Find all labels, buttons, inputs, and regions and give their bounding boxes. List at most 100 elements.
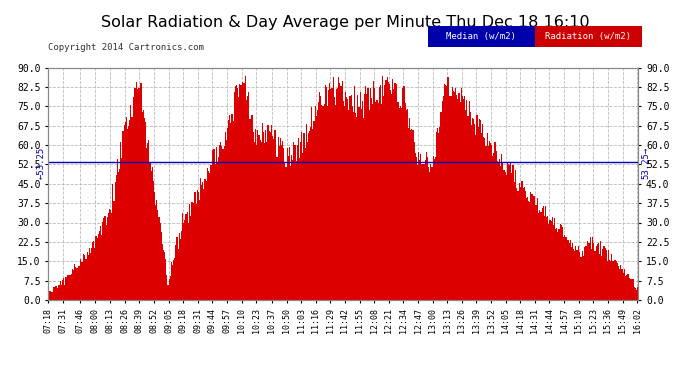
- Bar: [297, 145, 298, 300]
- Bar: [247, 96, 248, 300]
- Bar: [345, 92, 346, 300]
- Bar: [220, 142, 221, 300]
- Bar: [344, 106, 345, 300]
- Bar: [578, 246, 579, 300]
- Bar: [491, 146, 492, 300]
- Bar: [302, 153, 304, 300]
- Bar: [515, 188, 517, 300]
- Bar: [186, 212, 188, 300]
- Bar: [374, 88, 375, 300]
- Bar: [382, 76, 383, 300]
- Bar: [53, 287, 54, 300]
- Bar: [218, 157, 219, 300]
- Bar: [629, 278, 631, 300]
- Bar: [156, 200, 157, 300]
- Bar: [152, 181, 154, 300]
- Bar: [189, 204, 190, 300]
- Bar: [346, 97, 347, 300]
- Bar: [404, 103, 406, 300]
- Bar: [537, 198, 538, 300]
- Bar: [70, 275, 71, 300]
- Bar: [381, 104, 382, 300]
- Bar: [461, 87, 462, 300]
- Bar: [254, 142, 255, 300]
- Bar: [552, 217, 553, 300]
- Bar: [473, 119, 474, 300]
- Bar: [200, 178, 201, 300]
- Bar: [257, 130, 259, 300]
- Bar: [615, 261, 617, 300]
- Bar: [609, 260, 610, 300]
- Bar: [617, 263, 618, 300]
- Bar: [356, 117, 357, 300]
- Bar: [84, 255, 86, 300]
- Bar: [179, 233, 180, 300]
- Bar: [611, 254, 613, 300]
- Bar: [453, 91, 454, 300]
- Bar: [409, 118, 410, 300]
- Bar: [576, 250, 578, 300]
- Bar: [129, 120, 130, 300]
- Bar: [137, 88, 138, 300]
- Bar: [440, 112, 442, 300]
- Bar: [139, 88, 141, 300]
- Bar: [522, 188, 524, 300]
- Bar: [401, 108, 402, 300]
- Bar: [102, 222, 103, 300]
- Bar: [413, 142, 415, 300]
- Bar: [252, 115, 253, 300]
- Bar: [192, 202, 193, 300]
- Bar: [99, 231, 100, 300]
- Bar: [626, 275, 627, 300]
- Bar: [164, 252, 165, 300]
- Bar: [59, 281, 61, 300]
- Bar: [82, 262, 83, 300]
- Bar: [157, 210, 159, 300]
- Bar: [221, 146, 222, 300]
- Bar: [111, 213, 112, 300]
- Bar: [419, 160, 420, 300]
- Bar: [575, 246, 576, 300]
- Bar: [415, 153, 416, 300]
- Bar: [528, 201, 529, 300]
- Bar: [555, 230, 556, 300]
- Bar: [395, 84, 397, 300]
- Bar: [208, 171, 209, 300]
- Bar: [544, 216, 545, 300]
- Bar: [368, 110, 370, 300]
- Bar: [241, 82, 243, 300]
- Bar: [457, 99, 458, 300]
- Bar: [579, 252, 580, 300]
- Bar: [243, 83, 244, 300]
- Bar: [420, 154, 422, 300]
- Bar: [138, 88, 139, 300]
- Bar: [216, 147, 217, 300]
- Bar: [95, 236, 97, 300]
- Bar: [121, 158, 122, 300]
- Bar: [222, 148, 224, 300]
- Bar: [602, 249, 604, 300]
- Bar: [533, 196, 534, 300]
- Bar: [343, 101, 344, 300]
- Bar: [508, 165, 509, 300]
- Bar: [209, 173, 210, 300]
- Bar: [119, 169, 120, 300]
- Bar: [358, 107, 359, 300]
- Bar: [637, 287, 638, 300]
- Bar: [282, 141, 283, 300]
- Bar: [306, 124, 307, 300]
- Bar: [182, 213, 183, 300]
- Bar: [477, 127, 479, 300]
- Bar: [446, 86, 447, 300]
- Bar: [109, 209, 110, 300]
- Bar: [402, 88, 404, 300]
- Bar: [586, 241, 588, 300]
- Bar: [219, 145, 220, 300]
- Bar: [65, 278, 66, 300]
- Bar: [125, 123, 126, 300]
- Bar: [581, 257, 582, 300]
- Bar: [424, 164, 425, 300]
- Bar: [599, 254, 600, 300]
- Bar: [353, 112, 354, 300]
- Bar: [591, 249, 592, 300]
